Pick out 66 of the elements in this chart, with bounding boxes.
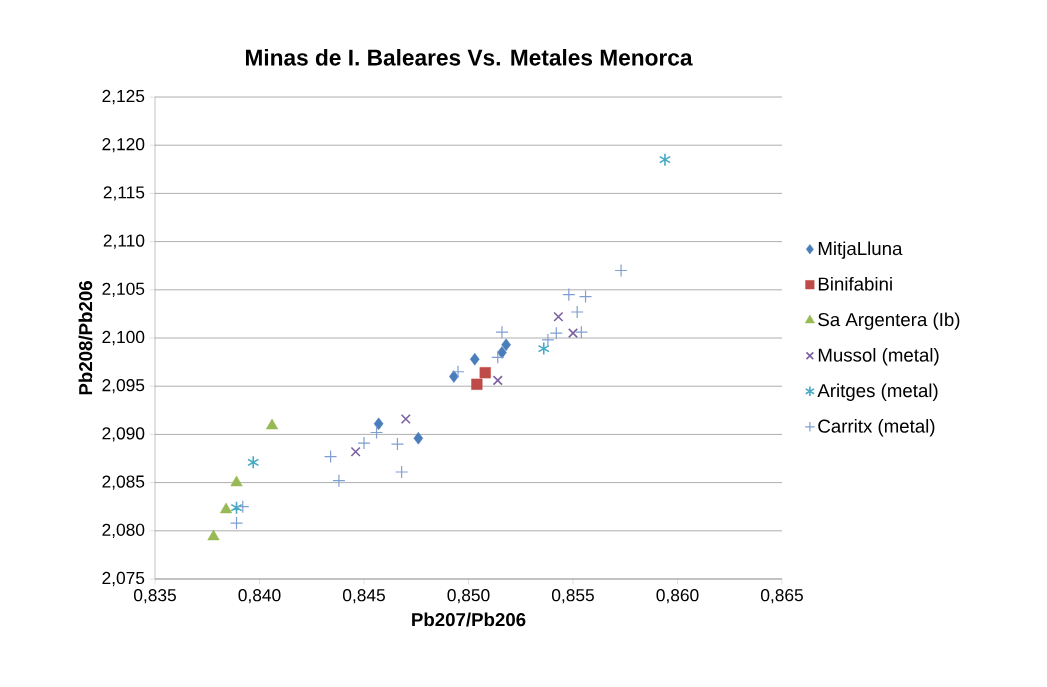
x-tick-label: 0,860	[656, 589, 699, 604]
point	[350, 446, 361, 457]
y-tick-label: 2,115	[103, 186, 145, 201]
legend-label: Carritx (metal)	[818, 419, 935, 437]
legend-label: Binifabini	[818, 276, 892, 291]
y-tick-label: 2,120	[102, 138, 145, 153]
legend-label: Sa Argentera (Ib)	[818, 312, 960, 330]
x-tick-label: 0,835	[133, 589, 176, 604]
y-tick-label: 2,090	[102, 427, 145, 442]
point	[570, 305, 584, 319]
point	[400, 413, 411, 425]
y-tick-label: 2,095	[102, 379, 145, 394]
point	[470, 352, 480, 366]
point	[562, 288, 576, 302]
point	[230, 500, 243, 515]
point	[614, 263, 628, 278]
y-tick-label: 2,125	[102, 89, 145, 105]
x-tick-label: 0,865	[760, 589, 803, 604]
y-tick-label: 2,075	[102, 571, 145, 587]
x-tick-label: 0,845	[342, 589, 385, 604]
point	[395, 465, 409, 479]
point	[491, 350, 505, 364]
point	[541, 333, 555, 347]
y-tick-label: 2,100	[102, 330, 145, 346]
point	[658, 152, 671, 167]
y-tick-label: 2,105	[102, 282, 145, 297]
point	[390, 437, 405, 451]
point	[578, 289, 593, 304]
legend-label: Aritges (metal)	[817, 383, 938, 401]
chart-title: Minas de I. Baleares Vs. Metales Menorca	[245, 48, 693, 66]
point	[413, 431, 424, 445]
point	[236, 500, 250, 514]
point	[479, 367, 491, 379]
point	[207, 529, 220, 541]
y-tick-label: 2,110	[103, 234, 145, 249]
point	[471, 378, 483, 390]
point	[537, 341, 550, 356]
point	[369, 425, 384, 440]
point	[492, 375, 503, 386]
point	[373, 417, 384, 431]
point	[549, 326, 563, 340]
x-tick-label: 0,840	[238, 589, 281, 604]
legend-label: Mussol (metal)	[818, 348, 939, 366]
point	[497, 346, 507, 359]
point	[220, 502, 233, 514]
point	[266, 418, 279, 430]
point	[553, 311, 564, 322]
y-tick-label: 2,080	[102, 523, 145, 538]
point	[501, 338, 511, 352]
point	[449, 370, 459, 383]
point	[451, 365, 465, 379]
x-tick-label: 0,850	[447, 589, 490, 604]
x-tick-label: 0,855	[551, 589, 594, 604]
point	[332, 474, 346, 488]
point	[567, 328, 579, 339]
point	[495, 325, 509, 339]
legend-label: MitjaLluna	[818, 241, 903, 259]
point	[229, 516, 244, 530]
y-axis-title: Pb208/Pb206	[78, 281, 93, 395]
point	[230, 475, 243, 487]
y-tick-label: 2,085	[102, 475, 145, 490]
point	[323, 449, 338, 464]
x-axis-title: Pb207/Pb206	[412, 612, 526, 627]
point	[357, 436, 371, 450]
point	[574, 325, 588, 339]
point	[247, 455, 260, 470]
